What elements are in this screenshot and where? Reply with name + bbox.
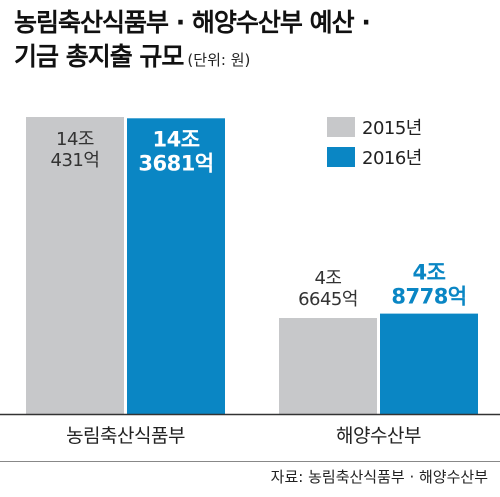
legend-swatch-2015	[327, 117, 355, 137]
legend-swatch-2016	[327, 147, 355, 167]
bars-group	[26, 117, 478, 414]
bar-2016-agri	[127, 118, 225, 414]
value-label: 4조 8778억	[391, 261, 466, 309]
category-labels-group: 농림축산식품부 해양수산부	[66, 425, 421, 447]
bar-2015-ocean	[279, 318, 377, 414]
value-labels-group: 14조 431억 14조 3681억 4조 6645억 4조 8778억	[51, 127, 468, 310]
title-line-2-text: 기금 총지출 규모	[14, 42, 184, 71]
chart-title: 농림축산식품부 · 해양수산부 예산 · 기금 총지출 규모 (단위: 원)	[14, 6, 494, 77]
value-label: 4조 6645억	[298, 268, 358, 310]
legend-label: 2016년	[362, 148, 422, 169]
legend-label: 2015년	[362, 118, 422, 139]
bar-2015-agri	[26, 117, 124, 414]
bar-2016-ocean	[380, 313, 478, 414]
value-label: 14조 3681억	[138, 127, 213, 175]
value-label: 14조 431억	[51, 129, 100, 171]
unit-note: (단위: 원)	[187, 51, 251, 69]
legend: 2015년 2016년	[327, 117, 422, 169]
title-line-2: 기금 총지출 규모 (단위: 원)	[14, 40, 494, 77]
title-line-1: 농림축산식품부 · 해양수산부 예산 ·	[14, 8, 371, 37]
category-label: 해양수산부	[336, 425, 421, 447]
category-label: 농림축산식품부	[66, 425, 185, 447]
source-note: 자료: 농림축산식품부 · 해양수산부	[270, 468, 488, 486]
